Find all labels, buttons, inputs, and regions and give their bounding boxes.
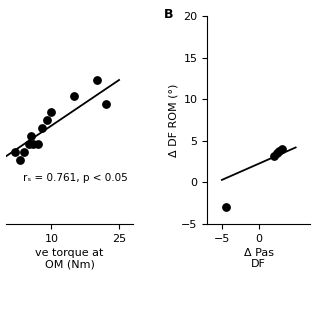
- Point: [49, 109, 54, 115]
- Point: [271, 153, 276, 158]
- Point: [71, 93, 76, 99]
- Point: [223, 205, 228, 210]
- Point: [94, 77, 99, 83]
- Point: [280, 147, 285, 152]
- Point: [275, 151, 280, 156]
- Text: rₛ = 0.761, p < 0.05: rₛ = 0.761, p < 0.05: [23, 173, 128, 183]
- Point: [22, 149, 27, 155]
- Point: [44, 117, 50, 123]
- Point: [40, 125, 45, 131]
- X-axis label: Δ Pas
DF: Δ Pas DF: [244, 248, 274, 269]
- Text: B: B: [164, 8, 173, 21]
- Point: [103, 101, 108, 107]
- Point: [31, 141, 36, 147]
- X-axis label: ve torque at
OM (Nm): ve torque at OM (Nm): [35, 248, 104, 269]
- Point: [26, 141, 31, 147]
- Point: [17, 157, 22, 163]
- Point: [28, 133, 34, 139]
- Y-axis label: Δ DF ROM (°): Δ DF ROM (°): [168, 83, 178, 157]
- Point: [277, 148, 282, 153]
- Point: [13, 149, 18, 155]
- Point: [36, 141, 41, 147]
